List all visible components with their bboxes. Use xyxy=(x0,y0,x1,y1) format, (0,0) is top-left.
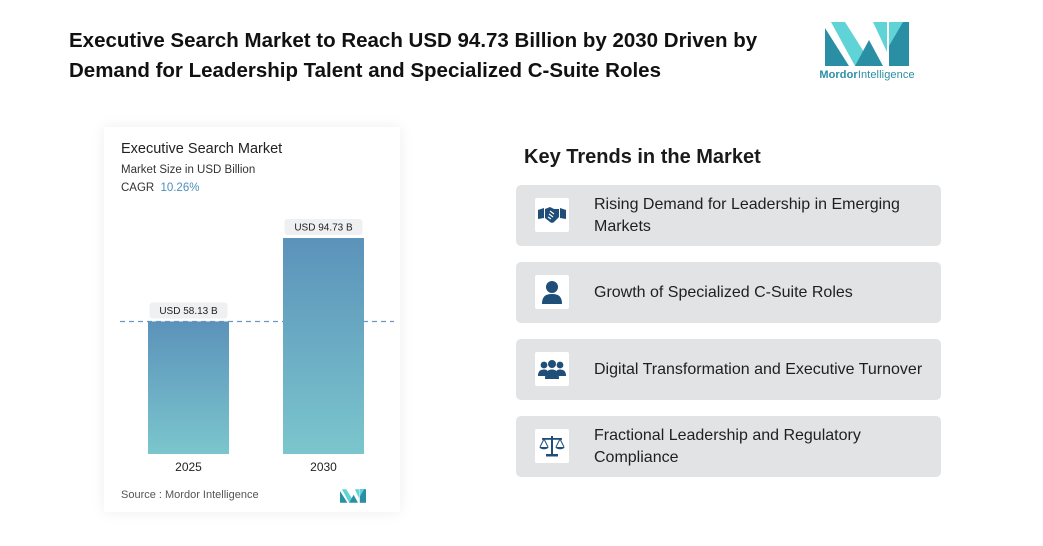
trend-card-digital-transformation: Digital Transformation and Executive Tur… xyxy=(516,339,941,400)
trend-label: Rising Demand for Leadership in Emerging… xyxy=(594,195,900,235)
trend-icon-box xyxy=(535,352,569,386)
trend-label: Digital Transformation and Executive Tur… xyxy=(594,360,923,378)
source-logo-icon xyxy=(340,489,366,503)
trend-card-c-suite-roles: Growth of Specialized C-Suite Roles xyxy=(516,262,941,323)
x-tick-label: 2030 xyxy=(310,460,337,474)
chart-source: Source : Mordor Intelligence xyxy=(121,489,259,501)
mordor-logo-mark xyxy=(825,22,909,66)
trends-title: Key Trends in the Market xyxy=(524,146,761,168)
chart-card: Executive Search Market Market Size in U… xyxy=(104,127,400,512)
data-label: USD 94.73 B xyxy=(294,223,353,234)
brand-name: MordorIntelligence xyxy=(819,69,915,81)
data-label-bg xyxy=(149,302,228,319)
team-icon xyxy=(538,360,566,379)
trend-card-leadership-emerging-markets: Rising Demand for Leadership in Emerging… xyxy=(516,185,941,246)
page-headline: Executive Search Market to Reach USD 94.… xyxy=(69,29,758,82)
cagr-value: 10.26% xyxy=(160,182,200,194)
bar-2025 xyxy=(148,321,229,454)
data-label-bg xyxy=(284,219,363,236)
brand-logo: MordorIntelligence xyxy=(812,22,922,81)
trend-icon-box xyxy=(535,429,569,463)
trend-icon-box xyxy=(535,275,569,309)
bar-2030 xyxy=(283,238,364,454)
bar-chart: USD 58.13 B 2025 USD 94.73 B 2030 xyxy=(120,219,394,474)
trend-card-fractional-leadership: Fractional Leadership and Regulatory Com… xyxy=(516,416,941,477)
chart-title: Executive Search Market xyxy=(121,141,283,157)
trend-label: Growth of Specialized C-Suite Roles xyxy=(594,283,853,301)
user-icon xyxy=(542,281,562,304)
data-label: USD 58.13 B xyxy=(159,306,218,317)
scales-icon xyxy=(539,436,565,457)
cagr-label: CAGR xyxy=(121,182,155,194)
x-tick-label: 2025 xyxy=(175,460,202,474)
handshake-icon xyxy=(538,207,566,223)
trend-icon-box xyxy=(535,198,569,232)
trend-label: Fractional Leadership and Regulatory Com… xyxy=(594,426,861,466)
chart-subtitle: Market Size in USD Billion xyxy=(121,164,256,176)
chart-cagr: CAGR 10.26% xyxy=(121,182,199,194)
